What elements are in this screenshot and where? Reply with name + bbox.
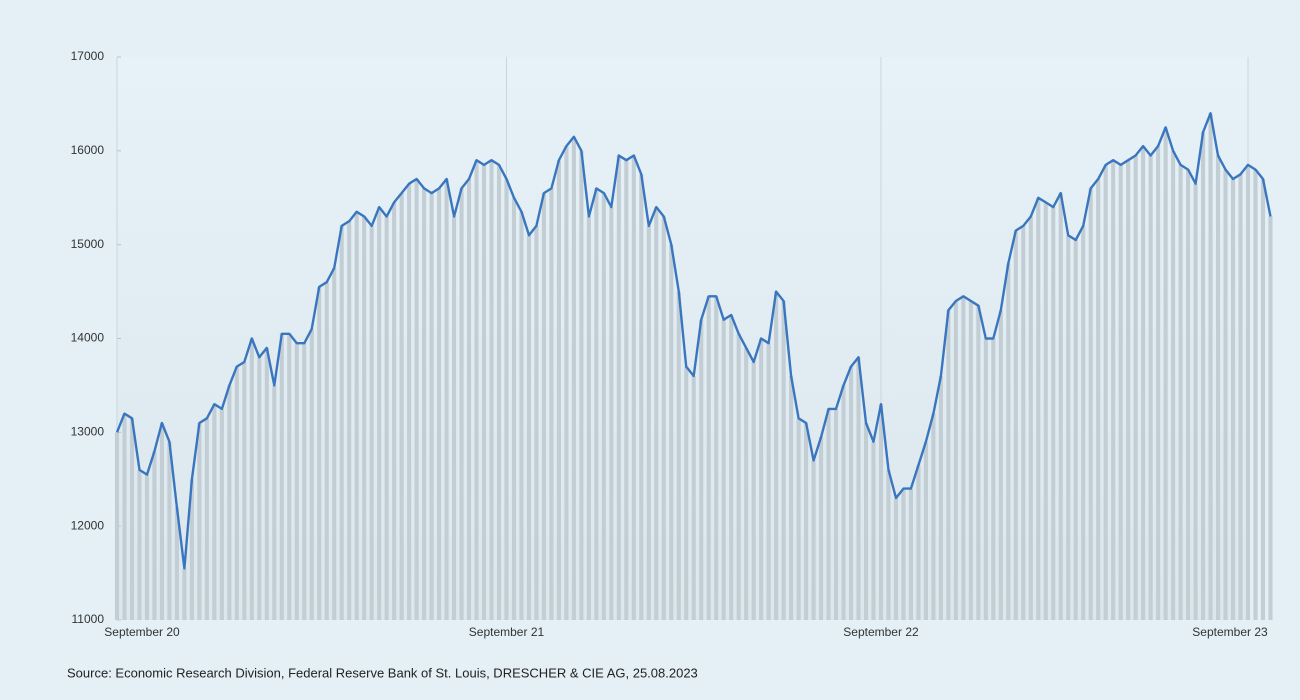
line	[115, 112, 1272, 570]
marks	[114, 56, 1273, 621]
x-tick-label: September 21	[469, 625, 545, 639]
y-tick-label: 17000	[71, 49, 105, 63]
y-tick-label: 14000	[71, 331, 105, 345]
x-tick-label: September 20	[104, 625, 180, 639]
y-tick-label: 13000	[71, 425, 105, 439]
y-tick-label: 16000	[71, 143, 105, 157]
x-tick-label: September 22	[843, 625, 919, 639]
y-tick-label: 12000	[71, 518, 105, 532]
y-tick-label: 15000	[71, 237, 105, 251]
source-note: Source: Economic Research Division, Fede…	[67, 665, 698, 680]
y-tick-label: 11000	[72, 612, 105, 626]
x-tick-label: September 23	[1192, 625, 1268, 639]
